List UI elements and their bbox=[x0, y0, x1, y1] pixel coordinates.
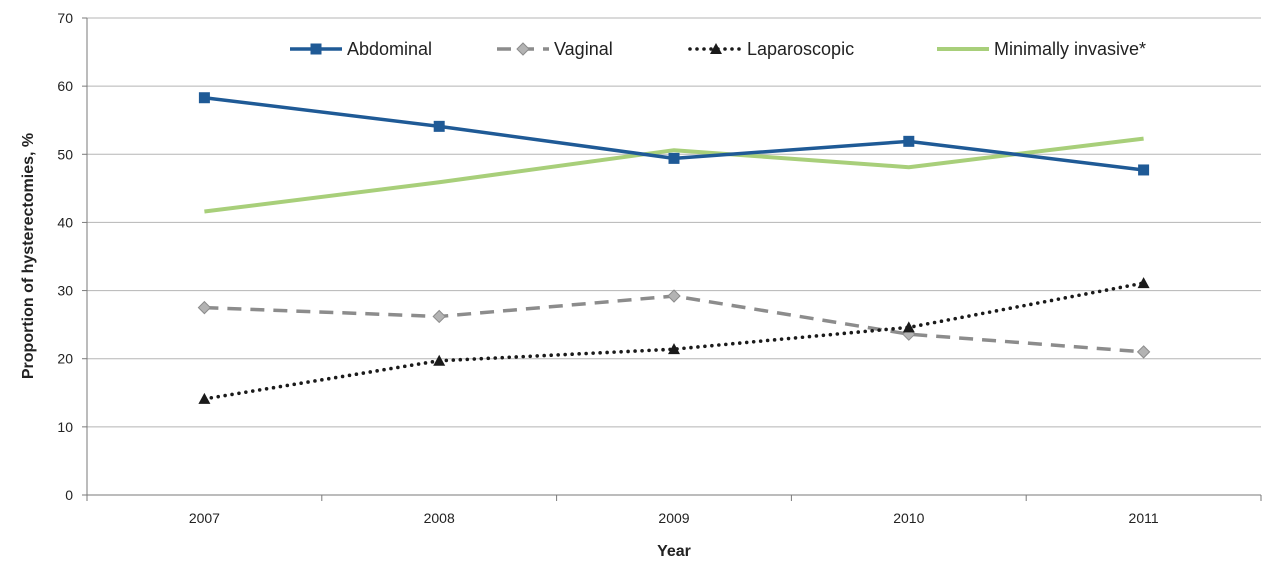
legend-label: Vaginal bbox=[554, 39, 613, 59]
y-tick-label: 10 bbox=[57, 419, 73, 435]
legend-item: Minimally invasive* bbox=[937, 39, 1146, 59]
series-line bbox=[204, 136, 1144, 214]
x-tick-label: 2009 bbox=[658, 510, 689, 526]
legend-label: Minimally invasive* bbox=[994, 39, 1146, 59]
series-minimally-invasive bbox=[204, 136, 1144, 214]
data-point bbox=[433, 354, 446, 366]
axes bbox=[82, 17, 1262, 501]
series-lines bbox=[197, 92, 1151, 404]
legend-item: Abdominal bbox=[290, 39, 432, 59]
legend: Abdominal Vaginal Laparoscopic Minimally in… bbox=[290, 39, 1146, 59]
series-abdominal bbox=[198, 92, 1150, 176]
legend-label: Laparoscopic bbox=[747, 39, 854, 59]
data-point bbox=[198, 392, 211, 404]
x-axis-title: Year bbox=[657, 543, 691, 560]
y-tick-label: 30 bbox=[57, 283, 73, 299]
data-point bbox=[432, 309, 446, 324]
y-tick-label: 0 bbox=[65, 487, 73, 503]
data-point bbox=[903, 135, 915, 147]
data-point bbox=[1138, 164, 1150, 176]
data-point bbox=[516, 42, 530, 56]
x-tick-label: 2010 bbox=[893, 510, 924, 526]
data-point bbox=[1136, 345, 1151, 359]
data-point bbox=[197, 300, 212, 315]
y-tick-labels: 0 10 20 30 40 50 60 70 bbox=[57, 10, 73, 503]
y-tick-label: 50 bbox=[57, 146, 73, 162]
data-point bbox=[668, 152, 680, 164]
data-point bbox=[668, 343, 680, 355]
x-tick-label: 2008 bbox=[424, 510, 455, 526]
gridlines bbox=[87, 17, 1261, 428]
legend-label: Abdominal bbox=[347, 39, 432, 59]
y-tick-label: 20 bbox=[57, 351, 73, 367]
x-tick-label: 2007 bbox=[189, 510, 220, 526]
y-axis-title: Proportion of hysterectomies, % bbox=[20, 133, 37, 379]
y-tick-label: 60 bbox=[57, 78, 73, 94]
legend-item: Laparoscopic bbox=[688, 39, 854, 59]
x-tick-labels: 2007 2008 2009 2010 2011 bbox=[189, 510, 1159, 526]
data-point bbox=[310, 43, 322, 55]
data-point bbox=[902, 321, 915, 333]
y-tick-label: 70 bbox=[57, 10, 73, 26]
series-laparoscopic bbox=[198, 277, 1150, 404]
data-point bbox=[710, 43, 722, 54]
x-tick-label: 2011 bbox=[1129, 510, 1159, 526]
data-point bbox=[1137, 277, 1150, 289]
data-point bbox=[198, 92, 210, 104]
data-point bbox=[433, 120, 445, 132]
legend-item: Vaginal bbox=[497, 39, 613, 59]
data-point bbox=[667, 289, 681, 303]
y-tick-label: 40 bbox=[57, 214, 73, 230]
